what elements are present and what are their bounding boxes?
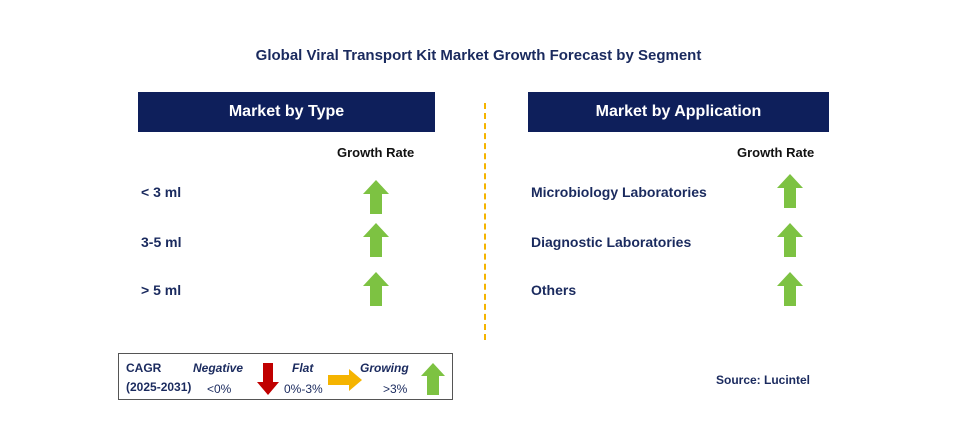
type-growth-rate-header: Growth Rate xyxy=(337,145,415,160)
legend-flat-label: Flat xyxy=(292,361,314,375)
panel-divider xyxy=(484,103,486,340)
growing-arrow-icon xyxy=(363,223,389,257)
type-row-label-3: > 5 ml xyxy=(141,282,182,298)
cagr-legend: CAGR (2025-2031) Negative <0% Flat 0%-3%… xyxy=(118,353,453,400)
legend-flat-range: 0%-3% xyxy=(284,382,323,396)
application-row-label-3: Others xyxy=(531,282,577,298)
legend-cagr-label: CAGR xyxy=(126,361,162,375)
legend-growing-range: >3% xyxy=(383,382,408,396)
negative-arrow-icon xyxy=(257,363,279,395)
legend-negative-label: Negative xyxy=(193,361,244,375)
legend-period: (2025-2031) xyxy=(126,380,192,394)
growing-arrow-icon xyxy=(421,363,445,395)
legend-growing-label: Growing xyxy=(360,361,409,375)
legend-negative-range: <0% xyxy=(207,382,232,396)
growing-arrow-icon xyxy=(777,272,803,306)
source-note: Source: Lucintel xyxy=(716,373,811,387)
type-row-label-2: 3-5 ml xyxy=(141,234,182,250)
application-row-label-1: Microbiology Laboratories xyxy=(531,184,707,200)
application-row-label-2: Diagnostic Laboratories xyxy=(531,234,692,250)
chart-title: Global Viral Transport Kit Market Growth… xyxy=(255,47,702,64)
growing-arrow-icon xyxy=(363,272,389,306)
growing-arrow-icon xyxy=(777,174,803,208)
growing-arrow-icon xyxy=(777,223,803,257)
market-by-type-header: Market by Type xyxy=(138,92,435,132)
type-row-label-1: < 3 ml xyxy=(141,184,182,200)
market-by-application-header: Market by Application xyxy=(528,92,829,132)
application-growth-rate-header: Growth Rate xyxy=(737,145,815,160)
flat-arrow-icon xyxy=(328,369,362,391)
growing-arrow-icon xyxy=(363,180,389,214)
